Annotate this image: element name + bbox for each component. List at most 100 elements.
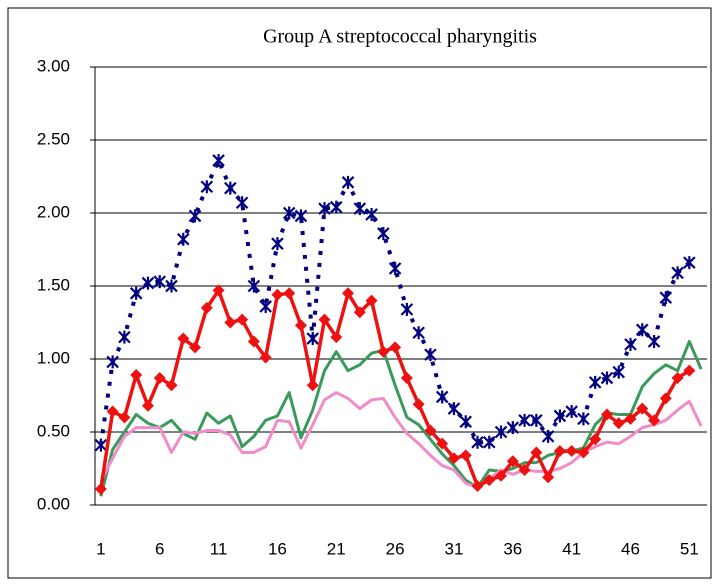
marker [553, 444, 566, 457]
marker [542, 471, 555, 484]
x-tick-label: 11 [210, 539, 228, 558]
x-tick-label: 46 [621, 539, 640, 558]
marker [306, 379, 319, 392]
marker [565, 444, 578, 457]
marker [494, 425, 508, 439]
marker [424, 424, 437, 437]
marker [659, 392, 672, 405]
marker [329, 200, 343, 214]
marker [118, 411, 131, 424]
x-tick-label: 16 [268, 539, 287, 558]
marker [400, 302, 414, 316]
marker [518, 413, 531, 427]
marker [247, 335, 260, 348]
marker [577, 446, 590, 459]
marker [365, 207, 378, 221]
x-tick-label: 1 [96, 539, 105, 558]
marker [259, 299, 272, 313]
marker [588, 375, 602, 389]
marker [377, 226, 390, 240]
marker [506, 455, 519, 468]
marker [388, 261, 402, 275]
marker [106, 405, 119, 418]
marker [259, 351, 272, 364]
marker [282, 206, 296, 220]
marker [283, 287, 296, 300]
marker [212, 153, 225, 167]
marker [271, 288, 284, 301]
marker [612, 365, 626, 379]
marker [412, 326, 425, 340]
marker [624, 337, 637, 351]
marker [177, 332, 190, 345]
marker [506, 421, 520, 435]
marker [247, 279, 261, 293]
marker [435, 390, 449, 404]
marker [306, 332, 320, 346]
series-line [98, 158, 691, 446]
marker [471, 435, 484, 449]
marker [353, 306, 366, 319]
marker [176, 232, 190, 246]
marker [341, 175, 355, 189]
marker [541, 429, 555, 443]
chart-title: Group A streptococcal pharyngitis [263, 26, 537, 48]
marker [436, 437, 449, 450]
marker [389, 341, 402, 354]
marker [153, 371, 166, 384]
marker [165, 379, 178, 392]
x-tick-label: 51 [680, 539, 699, 558]
marker [318, 202, 331, 216]
y-tick-label: 1.00 [37, 348, 70, 367]
chart-frame [7, 7, 712, 579]
marker [212, 284, 225, 297]
marker [659, 291, 673, 305]
marker [424, 348, 437, 362]
marker [624, 412, 637, 425]
marker [600, 408, 613, 421]
x-tick-label: 31 [445, 539, 464, 558]
marker [189, 341, 202, 354]
marker [224, 316, 237, 329]
series-line [99, 391, 703, 489]
marker [200, 180, 214, 194]
marker [471, 480, 484, 493]
y-tick-label: 3.00 [37, 56, 70, 75]
x-tick-label: 41 [562, 539, 581, 558]
marker [377, 345, 390, 358]
x-tick-label: 21 [327, 539, 346, 558]
marker [271, 237, 284, 251]
marker [482, 435, 496, 449]
marker [294, 209, 308, 223]
marker [318, 313, 331, 326]
marker [118, 330, 131, 344]
marker [647, 334, 661, 348]
marker [94, 482, 107, 495]
marker [141, 399, 154, 412]
marker [577, 412, 590, 426]
y-tick-label: 2.00 [37, 202, 70, 221]
marker [518, 463, 531, 476]
marker [235, 196, 249, 210]
y-tick-label: 0.00 [37, 494, 70, 513]
marker [683, 256, 696, 270]
marker [671, 371, 684, 384]
marker [495, 469, 508, 482]
marker [94, 438, 108, 452]
marker [165, 279, 178, 293]
marker [342, 287, 355, 300]
marker [224, 181, 237, 195]
y-tick-label: 0.50 [37, 421, 70, 440]
marker [106, 355, 119, 369]
x-tick-label: 36 [503, 539, 522, 558]
marker [459, 415, 473, 429]
marker [589, 433, 602, 446]
marker [153, 275, 167, 289]
x-tick-label: 6 [155, 539, 164, 558]
marker [400, 371, 413, 384]
marker [648, 414, 661, 427]
marker [129, 286, 143, 300]
marker [130, 369, 143, 382]
marker [200, 301, 213, 314]
